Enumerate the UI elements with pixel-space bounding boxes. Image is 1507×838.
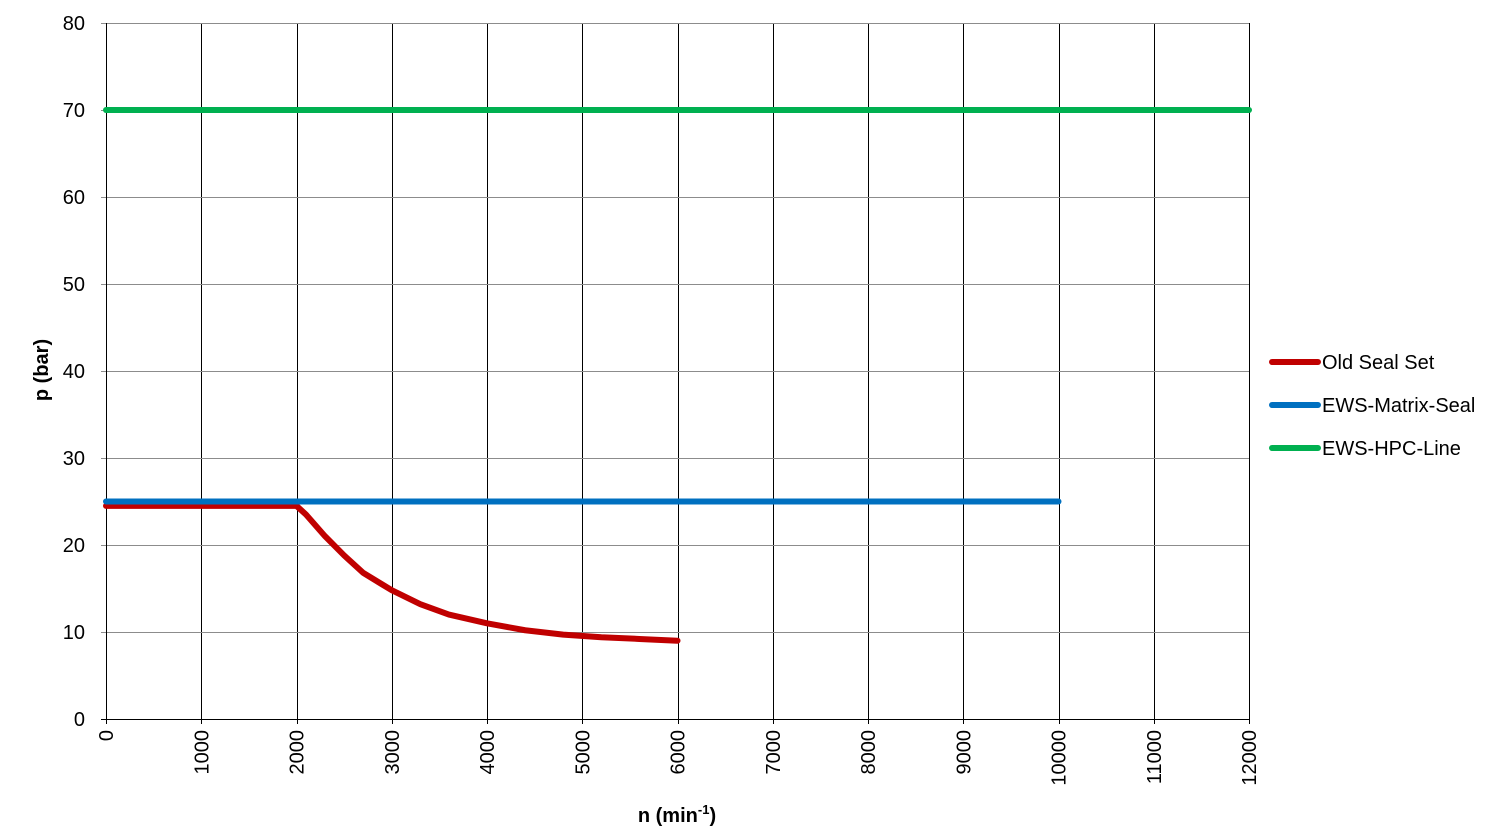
legend-label: EWS-HPC-Line (1322, 438, 1461, 460)
y-axis-ticks: 0 10 20 30 40 50 60 70 80 (63, 13, 85, 731)
x-tick-label: 2000 (287, 730, 309, 775)
y-tick-label: 50 (63, 274, 85, 296)
x-tick-label: 9000 (953, 730, 975, 775)
legend: Old Seal Set EWS-Matrix-Seal EWS-HPC-Line (1269, 352, 1475, 460)
y-tick-label: 40 (63, 361, 85, 383)
x-tick-label: 11000 (1144, 730, 1166, 784)
x-tick-label: 1000 (191, 730, 213, 775)
x-tick-label: 3000 (382, 730, 404, 775)
x-tick-label: 12000 (1239, 730, 1261, 786)
x-tick-label: 4000 (477, 730, 499, 775)
plot-series (103, 107, 1252, 644)
x-tick-label: 10000 (1049, 730, 1071, 786)
x-axis-title-suffix: ) (709, 805, 716, 827)
x-axis-title-superscript: -1 (698, 802, 710, 817)
x-tick-label: 6000 (668, 730, 690, 775)
x-tick-label: 8000 (858, 730, 880, 775)
y-tick-label: 30 (63, 448, 85, 470)
x-tick-label: 5000 (572, 730, 594, 775)
y-tick-label: 70 (63, 100, 85, 122)
x-tick-label: 0 (96, 730, 118, 741)
x-axis-ticks: 0 1000 2000 3000 4000 5000 6000 7000 8000 9000 100… (96, 730, 1261, 786)
y-tick-label: 60 (63, 187, 85, 209)
series-line-old-seal-set (103, 502, 681, 644)
y-tick-label: 20 (63, 535, 85, 557)
y-axis-title: p (bar) (31, 339, 53, 401)
x-tick-label: 7000 (763, 730, 785, 775)
legend-label: EWS-Matrix-Seal (1322, 395, 1475, 417)
x-axis-title: n (min-1) (638, 802, 716, 827)
y-tick-label: 10 (63, 622, 85, 644)
y-tick-label: 0 (74, 709, 85, 731)
x-axis-title-text: n (min (638, 805, 698, 827)
grid (101, 23, 1250, 724)
legend-label: Old Seal Set (1322, 352, 1435, 374)
y-tick-label: 80 (63, 13, 85, 35)
